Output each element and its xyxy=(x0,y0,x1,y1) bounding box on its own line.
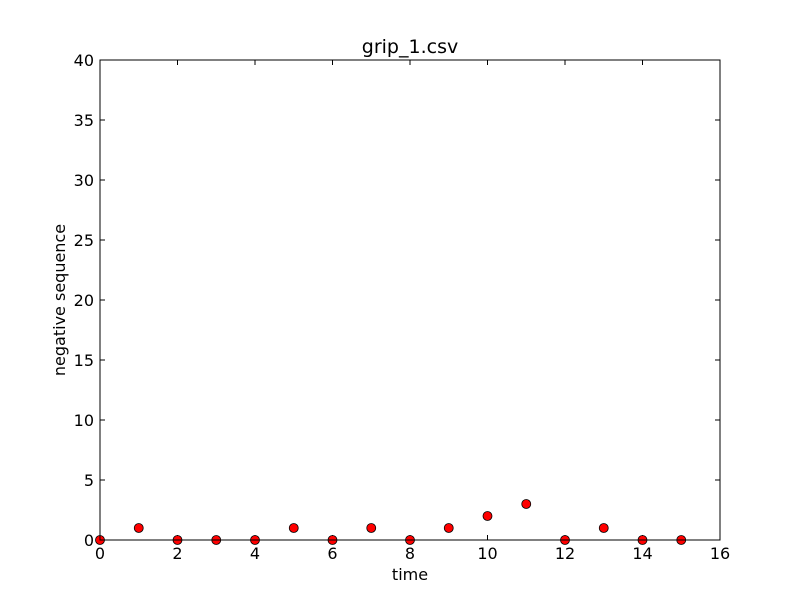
x-tick-label: 2 xyxy=(172,544,182,563)
data-point xyxy=(366,523,377,533)
y-tick-label: 15 xyxy=(74,351,94,370)
x-tick-label: 12 xyxy=(555,544,575,563)
x-tick-label: 16 xyxy=(710,544,730,563)
data-point xyxy=(521,499,532,509)
data-point xyxy=(443,523,454,533)
x-tick-label: 4 xyxy=(250,544,260,563)
data-points xyxy=(95,499,687,545)
data-point xyxy=(133,523,144,533)
data-point xyxy=(288,523,299,533)
chart-title: grip_1.csv xyxy=(362,36,458,58)
y-tick-label: 20 xyxy=(74,291,94,310)
x-tick-label: 14 xyxy=(632,544,652,563)
y-tick-label: 25 xyxy=(74,231,94,250)
axis-ticks: 0 2 4 6 8 10 12 14 16 0 5 10 15 20 25 30 35 40 xyxy=(74,51,731,563)
y-tick-label: 10 xyxy=(74,411,94,430)
y-tick-label: 5 xyxy=(84,471,94,490)
x-tick-label: 8 xyxy=(405,544,415,563)
x-tick-label: 10 xyxy=(477,544,497,563)
plot-area-frame xyxy=(99,59,721,541)
y-tick-label: 35 xyxy=(74,111,94,130)
x-tick-label: 0 xyxy=(95,544,105,563)
data-point xyxy=(482,511,493,521)
data-point xyxy=(598,523,609,533)
y-axis-title: negative sequence xyxy=(50,224,69,376)
x-tick-label: 6 xyxy=(327,544,337,563)
y-tick-label: 0 xyxy=(84,531,94,550)
y-tick-label: 40 xyxy=(74,51,94,70)
x-axis-title: time xyxy=(392,565,428,584)
y-tick-label: 30 xyxy=(74,171,94,190)
